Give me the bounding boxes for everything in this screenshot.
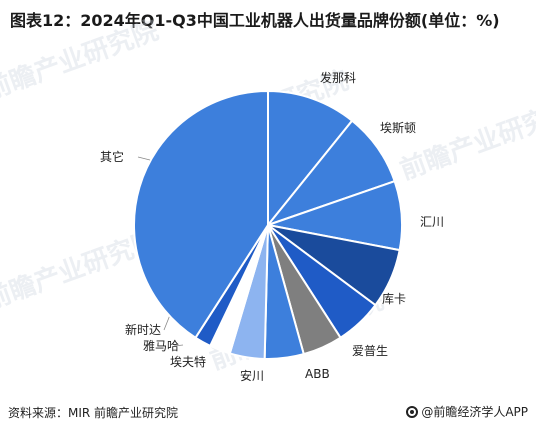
qianzhan-logo-icon [406,405,419,418]
slice-label-3: 汇川 [420,215,444,229]
slice-label-9: 雅马哈 [143,338,179,353]
slice-label-10: 新时达 [125,322,161,337]
slice-label-4: 库卡 [382,291,406,306]
chart-title: 图表12：2024年Q1-Q3中国工业机器人出货量品牌份额(单位：%) [10,11,500,30]
leader-line-10 [163,314,171,331]
leader-line-9 [173,344,184,347]
slice-label-11: 其它 [100,149,124,164]
pie-slice-1 [267,89,354,228]
pie-slice-11 [133,89,269,340]
slice-label-1: 发那科 [320,70,356,85]
slice-label-2: 埃斯顿 [380,121,416,135]
brand-text: @前瞻经济学人APP [421,405,528,419]
brand-credit: @前瞻经济学人APP [406,403,528,420]
slice-label-6: ABB [305,367,330,381]
slice-label-7: 安川 [240,368,264,383]
slice-label-5: 爱普生 [352,344,388,358]
slice-label-8: 埃夫特 [170,354,206,369]
source-note: 资料来源：MIR 前瞻产业研究院 [8,406,179,420]
leader-line-11 [137,156,151,161]
